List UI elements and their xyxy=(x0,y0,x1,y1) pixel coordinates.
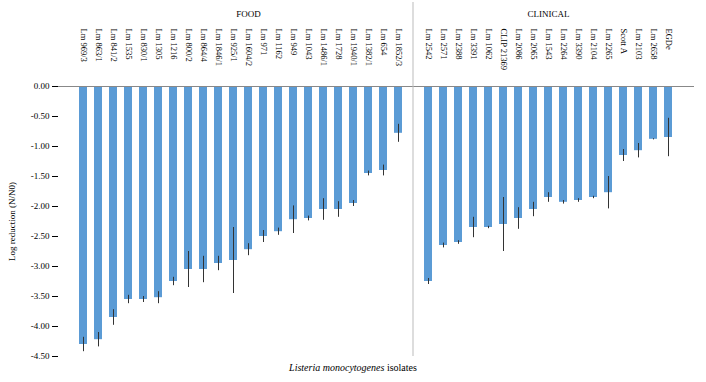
svg-text:Lm 2658: Lm 2658 xyxy=(649,29,659,60)
svg-text:Lm 863/1: Lm 863/1 xyxy=(94,29,104,62)
svg-text:Lm 925/1: Lm 925/1 xyxy=(229,29,239,62)
svg-text:Lm 1543: Lm 1543 xyxy=(544,29,554,60)
svg-text:-1.50: -1.50 xyxy=(31,171,50,181)
svg-text:-2.50: -2.50 xyxy=(31,231,50,241)
svg-text:Lm 2388: Lm 2388 xyxy=(454,29,464,60)
svg-text:Lm 2265: Lm 2265 xyxy=(604,29,614,60)
svg-text:Log reduction (N/N0): Log reduction (N/N0) xyxy=(7,182,17,261)
svg-text:Scott A: Scott A xyxy=(619,29,629,55)
svg-text:-3.00: -3.00 xyxy=(31,261,50,271)
svg-text:Lm 2264: Lm 2264 xyxy=(559,29,569,61)
svg-text:-0.50: -0.50 xyxy=(31,111,50,121)
svg-text:Lm 1604/2: Lm 1604/2 xyxy=(244,29,254,67)
svg-text:Lm 2542: Lm 2542 xyxy=(424,29,434,60)
svg-text:Lm 1728: Lm 1728 xyxy=(334,29,344,60)
svg-text:Lm 3390: Lm 3390 xyxy=(574,29,584,60)
svg-text:Lm 2103: Lm 2103 xyxy=(634,29,644,60)
svg-text:Lm 3391: Lm 3391 xyxy=(469,29,479,60)
html-text:Listeria monocytogenes isolate: Listeria monocytogenes isolates xyxy=(289,362,417,373)
svg-text:Lm 1062: Lm 1062 xyxy=(484,29,494,60)
svg-text:Lm 1043: Lm 1043 xyxy=(304,29,314,60)
svg-text:-4.00: -4.00 xyxy=(31,321,50,331)
svg-text:Lm 864/4: Lm 864/4 xyxy=(199,29,209,63)
svg-text:EGDe: EGDe xyxy=(664,29,674,50)
svg-text:Lm 971: Lm 971 xyxy=(259,29,269,56)
svg-text:-2.00: -2.00 xyxy=(31,201,50,211)
svg-text:Lm 1216: Lm 1216 xyxy=(169,29,179,60)
svg-text:Lm 2086: Lm 2086 xyxy=(514,29,524,60)
svg-text:-1.00: -1.00 xyxy=(31,141,50,151)
svg-text:Lm 1305: Lm 1305 xyxy=(154,29,164,60)
svg-text:0.00: 0.00 xyxy=(34,81,50,91)
svg-text:CLIP 21369: CLIP 21369 xyxy=(499,29,509,70)
svg-text:Lm 2065: Lm 2065 xyxy=(529,29,539,60)
svg-text:Lm 1382/1: Lm 1382/1 xyxy=(364,29,374,67)
svg-text:-4.50: -4.50 xyxy=(31,351,50,361)
svg-text:Lm 1162: Lm 1162 xyxy=(274,29,284,60)
svg-text:-3.50: -3.50 xyxy=(31,291,50,301)
svg-text:Lm 841/2: Lm 841/2 xyxy=(109,29,119,62)
svg-text:Lm 1486/1: Lm 1486/1 xyxy=(319,29,329,67)
svg-text:Lm 969/3: Lm 969/3 xyxy=(79,29,89,62)
svg-text:Lm 800/2: Lm 800/2 xyxy=(184,29,194,62)
svg-text:Lm 1940/1: Lm 1940/1 xyxy=(349,29,359,67)
svg-text:Lm 1535: Lm 1535 xyxy=(124,29,134,60)
svg-text:Lm 830/1: Lm 830/1 xyxy=(139,29,149,62)
svg-text:FOOD: FOOD xyxy=(236,9,261,19)
svg-text:Lm 1846/1: Lm 1846/1 xyxy=(214,29,224,67)
svg-text:CLINICAL: CLINICAL xyxy=(528,9,570,19)
svg-text:Lm 949: Lm 949 xyxy=(289,29,299,56)
svg-text:Lm 654: Lm 654 xyxy=(379,29,389,56)
svg-text:Lm 2104: Lm 2104 xyxy=(589,29,599,61)
svg-text:Lm 1852/3: Lm 1852/3 xyxy=(394,29,404,67)
svg-text:Lm 2571: Lm 2571 xyxy=(439,29,449,60)
